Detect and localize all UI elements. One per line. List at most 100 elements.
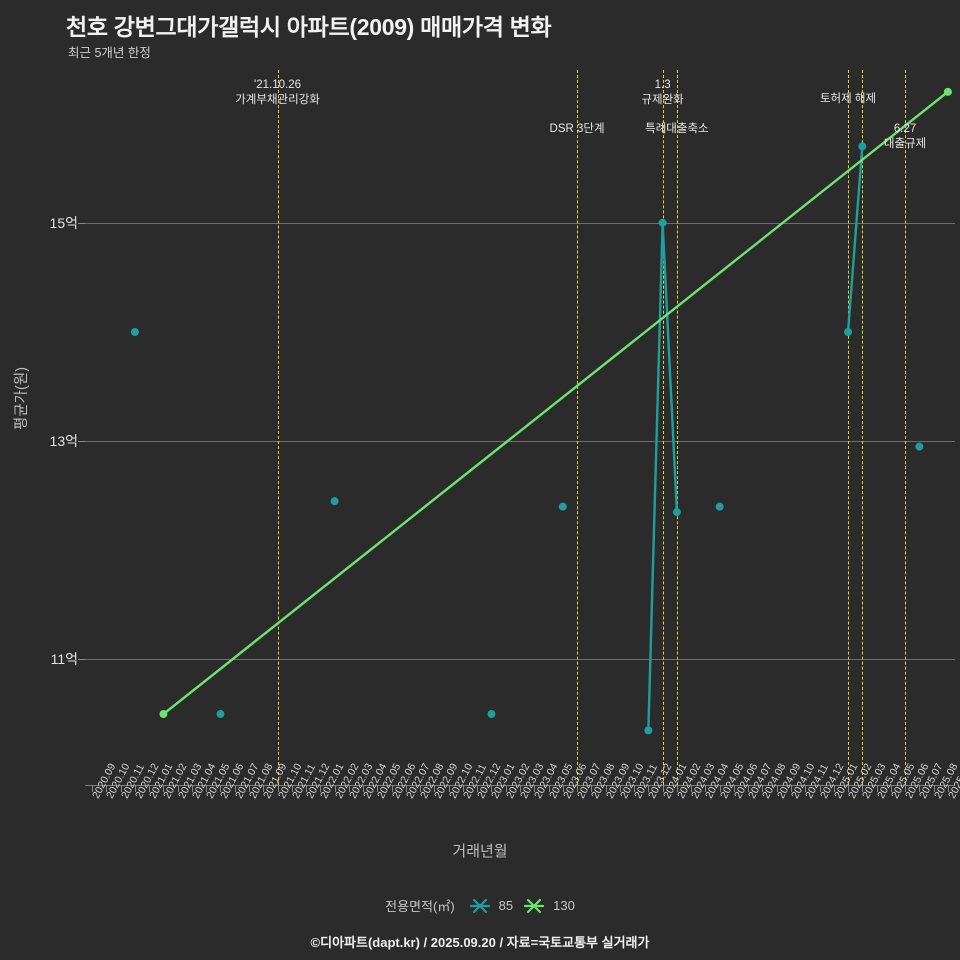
event-marker-label: 토허제 해제 [819,93,877,105]
y-tick-label: 15억 [49,214,78,231]
x-tick-mark [448,785,450,792]
x-tick-mark [805,785,807,792]
x-tick-mark [691,785,693,792]
x-tick-mark [249,785,251,792]
x-tick-mark [163,785,165,792]
x-tick-mark [634,785,636,792]
footer-credit: ©디아파트(dapt.kr) / 2025.09.20 / 자료=국토교통부 실… [310,935,650,950]
x-tick-mark [234,785,236,792]
legend-marker-icon [469,898,490,913]
x-tick-mark [377,785,379,792]
data-point-130[interactable] [159,710,168,719]
x-tick-mark [363,785,365,792]
x-tick-mark [391,785,393,792]
event-marker-label: '21.10.26 가계부채관리강화 [235,79,320,106]
x-tick-mark [106,785,108,792]
x-tick-mark [748,785,750,792]
plot-area [78,70,955,785]
x-tick-mark [348,785,350,792]
x-tick-mark [334,785,336,792]
y-tick-mark [78,441,85,443]
x-tick-mark [848,785,850,792]
x-tick-mark [676,785,678,792]
data-point-85[interactable] [558,502,567,511]
x-tick-mark [291,785,293,792]
event-marker-line [905,70,907,785]
series-line-130 [162,90,950,716]
x-tick-mark [220,785,222,792]
x-tick-mark [277,785,279,792]
x-tick-mark [947,785,949,792]
x-tick-mark [434,785,436,792]
data-point-85[interactable] [487,710,496,719]
x-tick-mark [420,785,422,792]
x-tick-mark [548,785,550,792]
x-axis-label: 거래년월 [452,843,508,860]
x-tick-mark [462,785,464,792]
data-point-85[interactable] [915,442,924,451]
x-tick-mark [705,785,707,792]
legend-item-130[interactable]: 130 [523,898,575,914]
x-tick-mark [605,785,607,792]
x-tick-mark [662,785,664,792]
x-tick-mark [733,785,735,792]
legend-label-85: 85 [498,898,514,913]
y-tick-mark [78,222,85,224]
event-marker-line [662,70,664,785]
y-tick-mark [78,659,85,661]
event-marker-label: 특례대출축소 [645,123,709,135]
x-tick-mark [191,785,193,792]
x-tick-mark [719,785,721,792]
data-point-85[interactable] [844,327,853,336]
y-tick-label: 13억 [49,433,78,450]
x-tick-mark [92,785,94,792]
legend: 전용면적(㎡) 85 130 [0,896,960,915]
x-tick-mark [177,785,179,792]
data-point-85[interactable] [216,710,225,719]
event-marker-line [848,70,850,785]
data-point-85[interactable] [715,502,724,511]
page-subtitle: 최근 5개년 한정 [68,46,151,60]
x-tick-mark [149,785,151,792]
x-tick-mark [263,785,265,792]
page-title: 천호 강변그대가갤럭시 아파트(2009) 매매가격 변화 [66,14,552,40]
event-marker-label: 1.3 규제완화 [641,79,684,106]
data-point-85[interactable] [644,726,653,735]
x-tick-mark [919,785,921,792]
event-marker-line [277,70,279,785]
x-tick-mark [134,785,136,792]
x-tick-mark [762,785,764,792]
data-point-85[interactable] [858,142,867,151]
x-tick-mark [862,785,864,792]
event-marker-label: 6.27 대출규제 [883,123,927,150]
data-point-130[interactable] [943,87,952,96]
x-tick-mark [562,785,564,792]
legend-marker-icon [524,898,545,913]
data-point-85[interactable] [658,218,667,227]
y-tick-label: 11억 [50,651,78,668]
x-tick-mark [905,785,907,792]
gridline [85,222,955,224]
x-tick-mark [833,785,835,792]
x-tick-mark [306,785,308,792]
data-series-layer [130,87,952,735]
x-tick-mark [577,785,579,792]
x-tick-mark [619,785,621,792]
event-marker-line [862,70,864,785]
gridline [85,441,955,443]
x-tick-mark [120,785,122,792]
data-point-85[interactable] [330,497,339,506]
x-tick-mark [320,785,322,792]
data-point-85[interactable] [672,508,681,517]
legend-item-85[interactable]: 85 [469,898,513,914]
event-marker-line [676,70,678,785]
series-line-85 [846,145,864,334]
series-line-85 [647,221,679,732]
data-point-85[interactable] [130,327,139,336]
gridline [85,659,955,661]
x-tick-mark [491,785,493,792]
x-tick-mark [520,785,521,792]
x-tick-mark [405,785,407,792]
x-tick-mark [876,785,878,792]
